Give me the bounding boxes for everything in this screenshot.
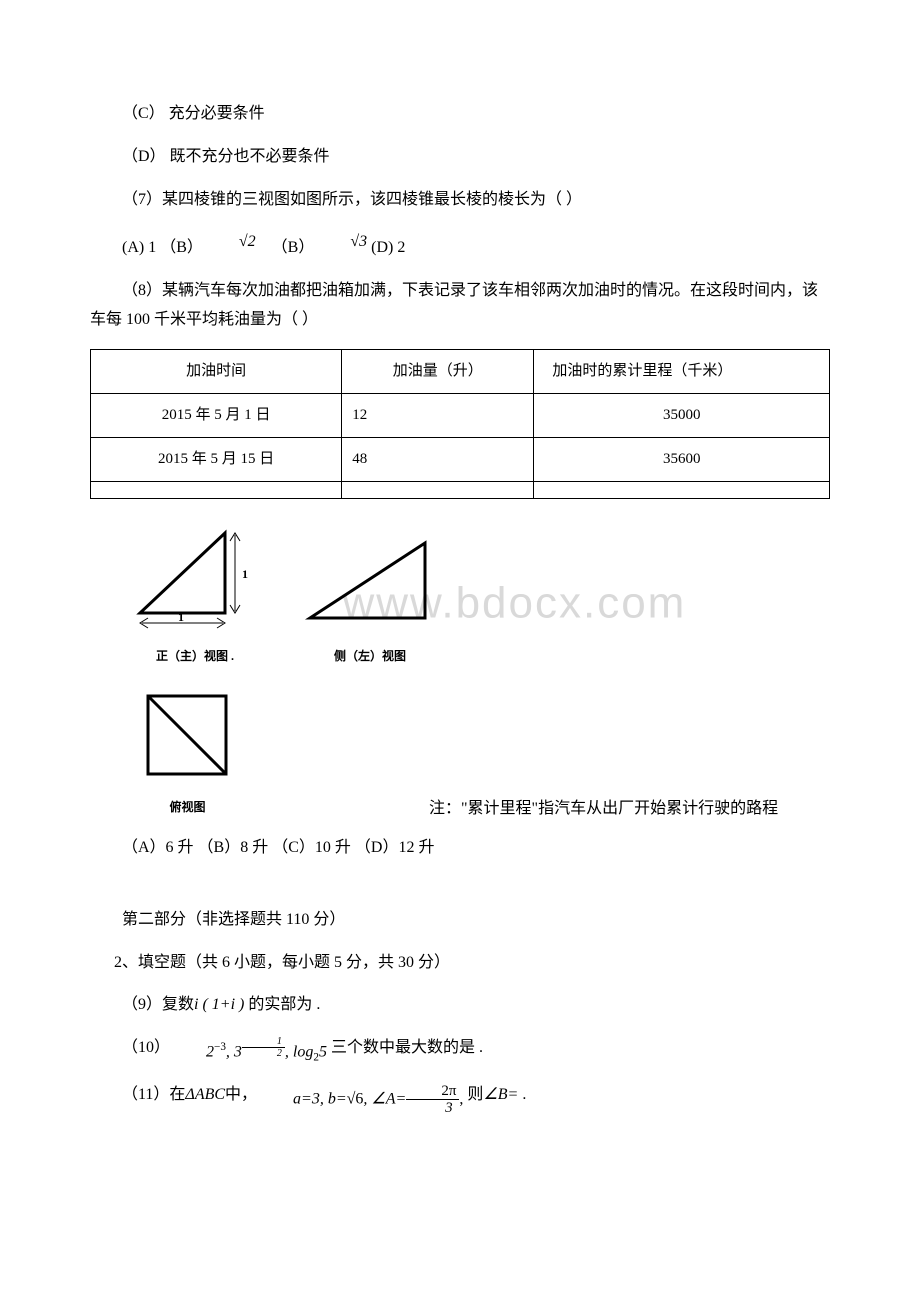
cell-empty-3	[534, 481, 830, 498]
question-10: （10） 2−3, 312, log25 三个数中最大数的是 .	[90, 1034, 830, 1067]
side-view-figure: 侧（左）视图	[300, 533, 440, 668]
table-header-amount: 加油量（升）	[342, 349, 534, 393]
question-7-text: （7）某四棱锥的三视图如图所示，该四棱锥最长棱的棱长为（ ）	[90, 186, 830, 215]
q10-t2-den: 2	[242, 1048, 285, 1059]
svg-text:1: 1	[178, 610, 184, 624]
table-row: 2015 年 5 月 15 日 48 35600	[91, 437, 830, 481]
q11-angleA: , ∠A=	[363, 1090, 406, 1107]
q11-a: a=3, b=	[293, 1090, 347, 1107]
q9-prefix: （9）复数	[122, 996, 194, 1013]
q10-t1-base: 2	[206, 1043, 214, 1060]
q10-log-arg: 5	[319, 1043, 327, 1060]
cell-amt-1: 12	[342, 393, 534, 437]
question-11: （11）在ΔABC中， a=3, b=√6, ∠A=2π3, 则∠B= .	[90, 1081, 830, 1116]
side-view-label: 侧（左）视图	[300, 646, 440, 668]
top-view-row: 俯视图 注："累计里程"指汽车从出厂开始累计行驶的路程	[90, 678, 830, 824]
three-views-row: www.bdocx.com 1 1 正（主）视图 . 侧（左）视图	[130, 523, 830, 668]
fuel-table: 加油时间 加油量（升） 加油时的累计里程（千米） 2015 年 5 月 1 日 …	[90, 349, 830, 499]
q11-frac-den: 3	[406, 1100, 459, 1117]
q11-prefix: （11）在	[122, 1086, 185, 1103]
q10-suffix: 三个数中最大数的是 .	[331, 1039, 483, 1056]
table-header-time: 加油时间	[91, 349, 342, 393]
cell-date-1: 2015 年 5 月 1 日	[91, 393, 342, 437]
sqrt3-symbol: √3	[318, 228, 367, 257]
cell-mile-1: 35000	[534, 393, 830, 437]
q11-mid: 中，	[225, 1086, 257, 1103]
q11-suffix: .	[518, 1086, 526, 1103]
cell-amt-2: 48	[342, 437, 534, 481]
question-7-options: (A) 1 （B） √2 （B） √3 (D) 2	[90, 228, 830, 263]
option-d-text: （D） 既不充分也不必要条件	[90, 143, 830, 172]
cell-empty-2	[342, 481, 534, 498]
q11-comma: ,	[459, 1090, 463, 1107]
q7-opt-b-prefix: （B）	[272, 239, 315, 256]
q11-frac-num: 2π	[406, 1083, 459, 1101]
q7-opt-a-prefix: (A) 1 （B）	[122, 239, 203, 256]
q11-then: 则	[467, 1086, 483, 1103]
front-view-svg: 1 1	[130, 523, 260, 633]
q11-sqrt6: √6	[347, 1090, 364, 1107]
q10-log: log	[293, 1043, 313, 1060]
q10-t1-exp: −3	[214, 1041, 226, 1053]
side-view-svg	[300, 533, 440, 633]
sqrt2-symbol: √2	[207, 228, 256, 257]
table-row	[91, 481, 830, 498]
q10-prefix: （10）	[122, 1039, 170, 1056]
q9-expr: i ( 1+i )	[194, 996, 244, 1013]
question-8-options: （A）6 升 （B）8 升 （C）10 升 （D）12 升	[90, 834, 830, 863]
table-row: 2015 年 5 月 1 日 12 35000	[91, 393, 830, 437]
part2-sub: 2、填空题（共 6 小题，每小题 5 分，共 30 分）	[90, 949, 830, 978]
cell-empty-1	[91, 481, 342, 498]
q11-angleB: ∠B=	[483, 1086, 518, 1103]
q7-opt-d: (D) 2	[371, 239, 405, 256]
top-view-svg	[140, 688, 235, 783]
front-view-figure: 1 1 正（主）视图 .	[130, 523, 260, 668]
cell-date-2: 2015 年 5 月 15 日	[91, 437, 342, 481]
svg-text:1: 1	[242, 567, 248, 581]
q10-t2-base: 3	[234, 1043, 242, 1060]
q11-triangle: ΔABC	[185, 1086, 225, 1103]
table-header-mileage: 加油时的累计里程（千米）	[534, 349, 830, 393]
part2-heading: 第二部分（非选择题共 110 分）	[90, 906, 830, 935]
q9-suffix: 的实部为 .	[244, 996, 320, 1013]
top-view-figure: 俯视图	[140, 688, 235, 818]
question-9: （9）复数i ( 1+i ) 的实部为 .	[90, 991, 830, 1020]
mileage-note: 注："累计里程"指汽车从出厂开始累计行驶的路程	[429, 795, 778, 824]
front-view-label: 正（主）视图 .	[130, 646, 260, 668]
q10-t2-num: 1	[242, 1036, 285, 1048]
top-view-label: 俯视图	[140, 797, 235, 819]
question-8-text: （8）某辆汽车每次加油都把油箱加满，下表记录了该车相邻两次加油时的情况。在这段时…	[90, 277, 830, 335]
cell-mile-2: 35600	[534, 437, 830, 481]
table-header-row: 加油时间 加油量（升） 加油时的累计里程（千米）	[91, 349, 830, 393]
option-c-text: （C） 充分必要条件	[90, 100, 830, 129]
